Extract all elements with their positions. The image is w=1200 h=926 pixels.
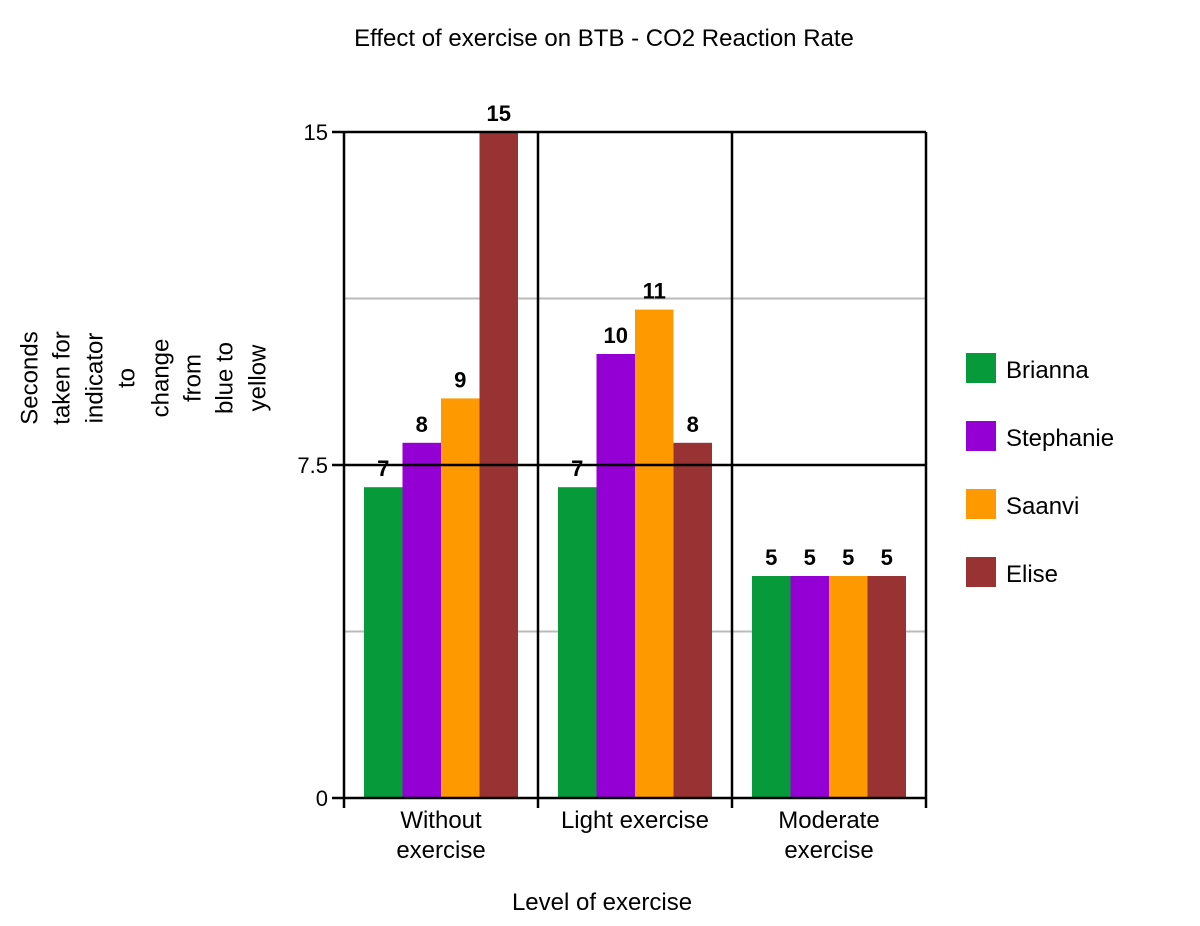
x-axis-categories: Without exercise Light exercise Moderate exe… [396,807,879,864]
legend-swatch-elise [966,557,996,587]
y-axis-title-line: yellow [245,344,272,411]
bar-stephanie-2 [596,354,635,798]
y-axis-ticks: 0 7.5 15 [297,120,328,811]
data-label: 15 [487,101,511,126]
bar-saanvi-2 [635,309,674,798]
data-label: 5 [842,545,854,570]
data-label: 9 [454,367,466,392]
y-tick-label: 0 [316,786,328,811]
x-axis-title: Level of exercise [512,889,692,916]
data-label: 10 [604,323,628,348]
y-axis-title-line: from [180,354,207,402]
data-label: 7 [571,456,583,481]
y-axis-title: Seconds taken for indicator to change from blu… [17,331,272,424]
bar-saanvi-1 [441,398,480,798]
legend: Brianna Stephanie Saanvi Elise [966,353,1114,588]
legend-label-saanvi: Saanvi [1006,493,1079,520]
chart-title: Effect of exercise on BTB - CO2 Reaction… [354,25,854,52]
y-axis-title-line: change [148,339,175,418]
bar-elise-2 [673,442,712,798]
data-label: 5 [881,545,893,570]
data-label: 8 [416,412,428,437]
legend-label-elise: Elise [1006,561,1058,588]
bar-saanvi-3 [829,576,868,798]
bar-elise-3 [867,576,906,798]
y-axis-title-line: blue to [212,342,239,414]
y-tick-label: 7.5 [297,453,328,478]
axes [332,130,928,808]
data-label: 5 [765,545,777,570]
legend-swatch-stephanie [966,421,996,451]
data-labels: 7 7 5 8 10 5 9 11 5 15 8 5 [377,101,893,570]
x-category-label: Light exercise [561,807,709,834]
y-tick-label: 15 [304,120,328,145]
data-label: 11 [643,279,666,304]
data-label: 7 [377,456,389,481]
bar-stephanie-1 [402,442,441,798]
y-axis-title-line: Seconds [17,331,44,424]
data-label: 8 [687,412,699,437]
bar-brianna-3 [752,576,791,798]
legend-swatch-saanvi [966,489,996,519]
bar-brianna-1 [364,487,403,798]
bar-brianna-2 [558,487,597,798]
x-category-label: Moderate exercise [778,807,879,864]
legend-label-stephanie: Stephanie [1006,425,1114,452]
legend-swatch-brianna [966,353,996,383]
y-axis-title-line: taken for [49,331,76,424]
data-label: 5 [804,545,816,570]
x-category-label: Without exercise [396,807,485,864]
bar-stephanie-3 [790,576,829,798]
legend-label-brianna: Brianna [1006,357,1089,384]
y-axis-title-line: indicator [82,333,109,424]
y-axis-title-line: to [114,368,141,388]
